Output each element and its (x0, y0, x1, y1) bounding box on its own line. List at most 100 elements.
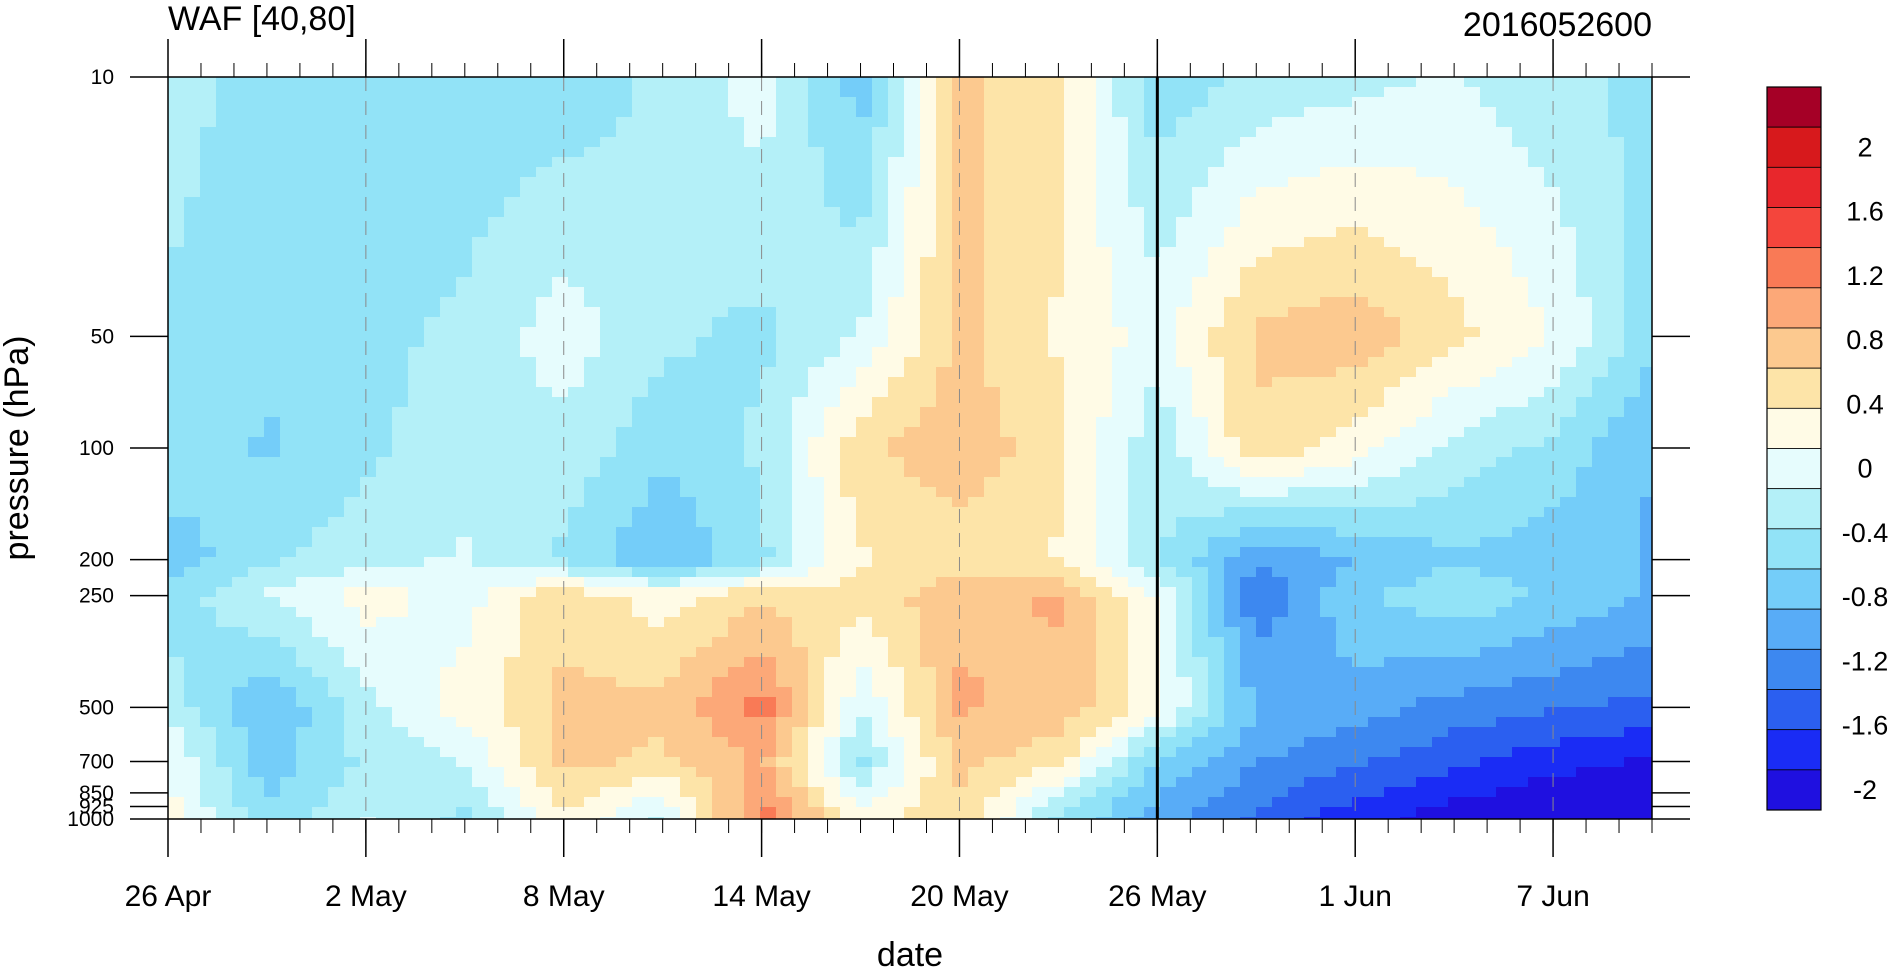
field-cell (1016, 347, 1033, 358)
field-cell (440, 557, 457, 568)
field-cell (504, 407, 521, 418)
field-cell (552, 197, 569, 208)
field-cell (1256, 457, 1273, 468)
field-cell (488, 407, 505, 418)
field-cell (840, 377, 857, 388)
field-cell (456, 357, 473, 368)
field-cell (1256, 497, 1273, 508)
field-cell (1544, 257, 1561, 268)
field-cell (328, 387, 345, 398)
field-cell (1416, 217, 1433, 228)
field-cell (1336, 467, 1353, 478)
field-cell (984, 137, 1001, 148)
field-cell (1512, 167, 1529, 178)
field-cell (472, 187, 489, 198)
field-cell (504, 487, 521, 498)
field-cell (1192, 587, 1209, 598)
field-cell (856, 517, 873, 528)
field-cell (344, 267, 361, 278)
field-cell (520, 557, 537, 568)
field-cell (1560, 557, 1577, 568)
field-cell (232, 127, 249, 138)
field-cell (664, 77, 681, 88)
field-cell (1528, 107, 1545, 118)
field-cell (840, 297, 857, 308)
field-cell (1528, 477, 1545, 488)
field-cell (1064, 177, 1081, 188)
field-cell (680, 587, 697, 598)
field-cell (312, 87, 329, 98)
field-cell (408, 527, 425, 538)
field-cell (776, 377, 793, 388)
field-cell (1480, 137, 1497, 148)
field-cell (1080, 597, 1097, 608)
field-cell (200, 207, 217, 218)
field-cell (1304, 497, 1321, 508)
field-cell (1144, 607, 1161, 618)
field-cell (296, 567, 313, 578)
field-cell (1496, 437, 1513, 448)
field-cell (1320, 327, 1337, 338)
field-cell (968, 487, 985, 498)
field-cell (232, 377, 249, 388)
field-cell (264, 147, 281, 158)
field-cell (1016, 87, 1033, 98)
field-cell (872, 347, 889, 358)
field-cell (1096, 467, 1113, 478)
field-cell (1256, 587, 1273, 598)
field-cell (648, 547, 665, 558)
field-cell (920, 337, 937, 348)
field-cell (1464, 157, 1481, 168)
field-cell (1224, 567, 1241, 578)
field-cell (1080, 357, 1097, 368)
field-cell (392, 507, 409, 518)
field-cell (712, 327, 729, 338)
field-cell (1144, 257, 1161, 268)
field-cell (1368, 147, 1385, 158)
field-cell (824, 167, 841, 178)
field-cell (1176, 137, 1193, 148)
field-cell (1480, 527, 1497, 538)
field-cell (520, 267, 537, 278)
field-cell (504, 267, 521, 278)
field-cell (616, 447, 633, 458)
field-cell (344, 347, 361, 358)
field-cell (776, 527, 793, 538)
field-cell (1496, 397, 1513, 408)
field-cell (1272, 517, 1289, 528)
field-cell (280, 497, 297, 508)
field-cell (488, 127, 505, 138)
field-cell (968, 157, 985, 168)
field-cell (680, 337, 697, 348)
field-cell (488, 457, 505, 468)
field-cell (920, 137, 937, 148)
field-cell (1192, 337, 1209, 348)
field-cell (248, 187, 265, 198)
field-cell (216, 257, 233, 268)
field-cell (1080, 477, 1097, 488)
field-cell (1096, 307, 1113, 318)
field-cell (728, 437, 745, 448)
field-cell (1448, 497, 1465, 508)
field-cell (584, 257, 601, 268)
field-cell (1240, 467, 1257, 478)
field-cell (1608, 167, 1625, 178)
field-cell (424, 497, 441, 508)
field-cell (888, 237, 905, 248)
field-cell (520, 137, 537, 148)
field-cell (1224, 277, 1241, 288)
field-cell (504, 547, 521, 558)
field-cell (488, 477, 505, 488)
field-cell (1352, 227, 1369, 238)
field-cell (360, 137, 377, 148)
field-cell (472, 287, 489, 298)
field-cell (248, 437, 265, 448)
field-cell (616, 397, 633, 408)
field-cell (1640, 297, 1652, 308)
field-cell (168, 557, 185, 568)
field-cell (360, 167, 377, 178)
field-cell (920, 157, 937, 168)
field-cell (184, 547, 201, 558)
field-cell (520, 597, 537, 608)
field-cell (1432, 457, 1449, 468)
